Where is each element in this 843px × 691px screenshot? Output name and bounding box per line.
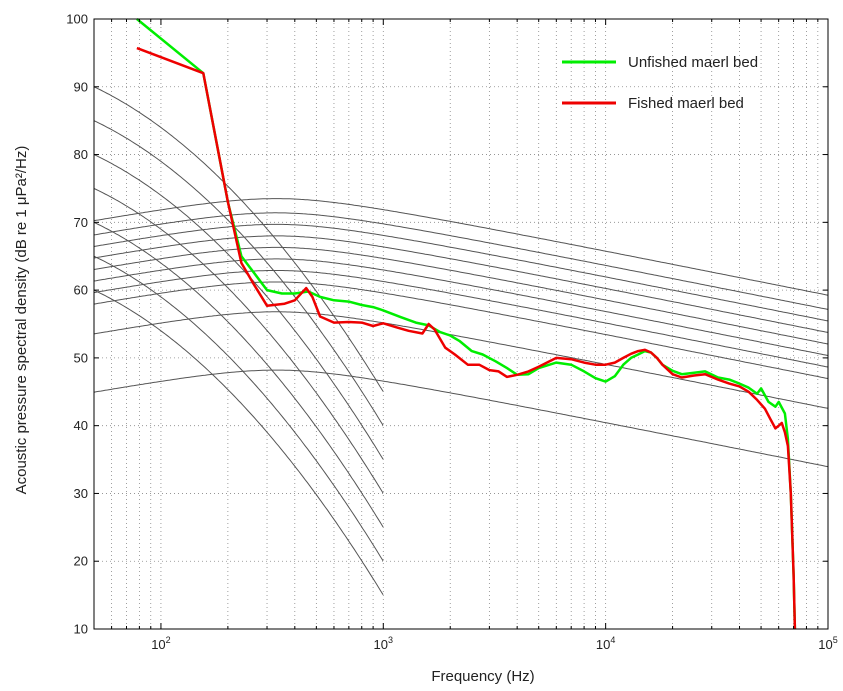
- series-line-fished: [136, 46, 797, 630]
- model-curve: [93, 281, 828, 379]
- model-curve: [93, 258, 828, 356]
- y-tick-label: 10: [74, 622, 88, 637]
- series-line-unfished: [136, 18, 797, 630]
- model-curve: [93, 223, 828, 322]
- x-tick-label: 102: [151, 635, 170, 652]
- y-tick-label: 90: [74, 79, 88, 94]
- y-tick-label: 60: [74, 283, 88, 298]
- x-tick-label: 103: [374, 635, 393, 652]
- x-axis-label: Frequency (Hz): [431, 668, 534, 685]
- legend-label-unfished: Unfished maerl bed: [628, 54, 758, 71]
- model-curve: [93, 246, 828, 345]
- y-tick-label: 40: [74, 418, 88, 433]
- data-series: [136, 18, 797, 630]
- model-curve: [93, 369, 828, 468]
- y-axis-label: Acoustic pressure spectral density (dB r…: [13, 146, 30, 495]
- model-curve: [93, 212, 828, 310]
- legend: Unfished maerl bed Fished maerl bed: [562, 54, 758, 112]
- model-curve: [93, 311, 828, 409]
- model-curve: [93, 120, 384, 426]
- x-tick-label: 105: [818, 635, 837, 652]
- y-tick-label: 20: [74, 554, 88, 569]
- model-curve: [93, 289, 384, 595]
- y-tick-label: 70: [74, 215, 88, 230]
- legend-label-fished: Fished maerl bed: [628, 95, 744, 112]
- background-curves: [93, 86, 828, 595]
- model-curve: [93, 255, 384, 562]
- y-tick-label: 100: [66, 12, 88, 27]
- model-curve: [93, 187, 384, 494]
- y-tick-label: 80: [74, 147, 88, 162]
- model-curve: [93, 270, 828, 368]
- y-tick-label: 50: [74, 350, 88, 365]
- model-curve: [93, 221, 384, 528]
- model-curve: [93, 198, 828, 296]
- y-tick-label: 30: [74, 486, 88, 501]
- model-curve: [93, 154, 384, 460]
- x-tick-label: 104: [596, 635, 615, 652]
- axis-ticks: 10 20 30 40 50 60 70 80 90 100 102 103 104 105: [66, 12, 837, 653]
- grid: [94, 19, 828, 629]
- plot-area-border: [93, 18, 829, 630]
- model-curve: [93, 86, 384, 392]
- model-curve: [93, 235, 828, 333]
